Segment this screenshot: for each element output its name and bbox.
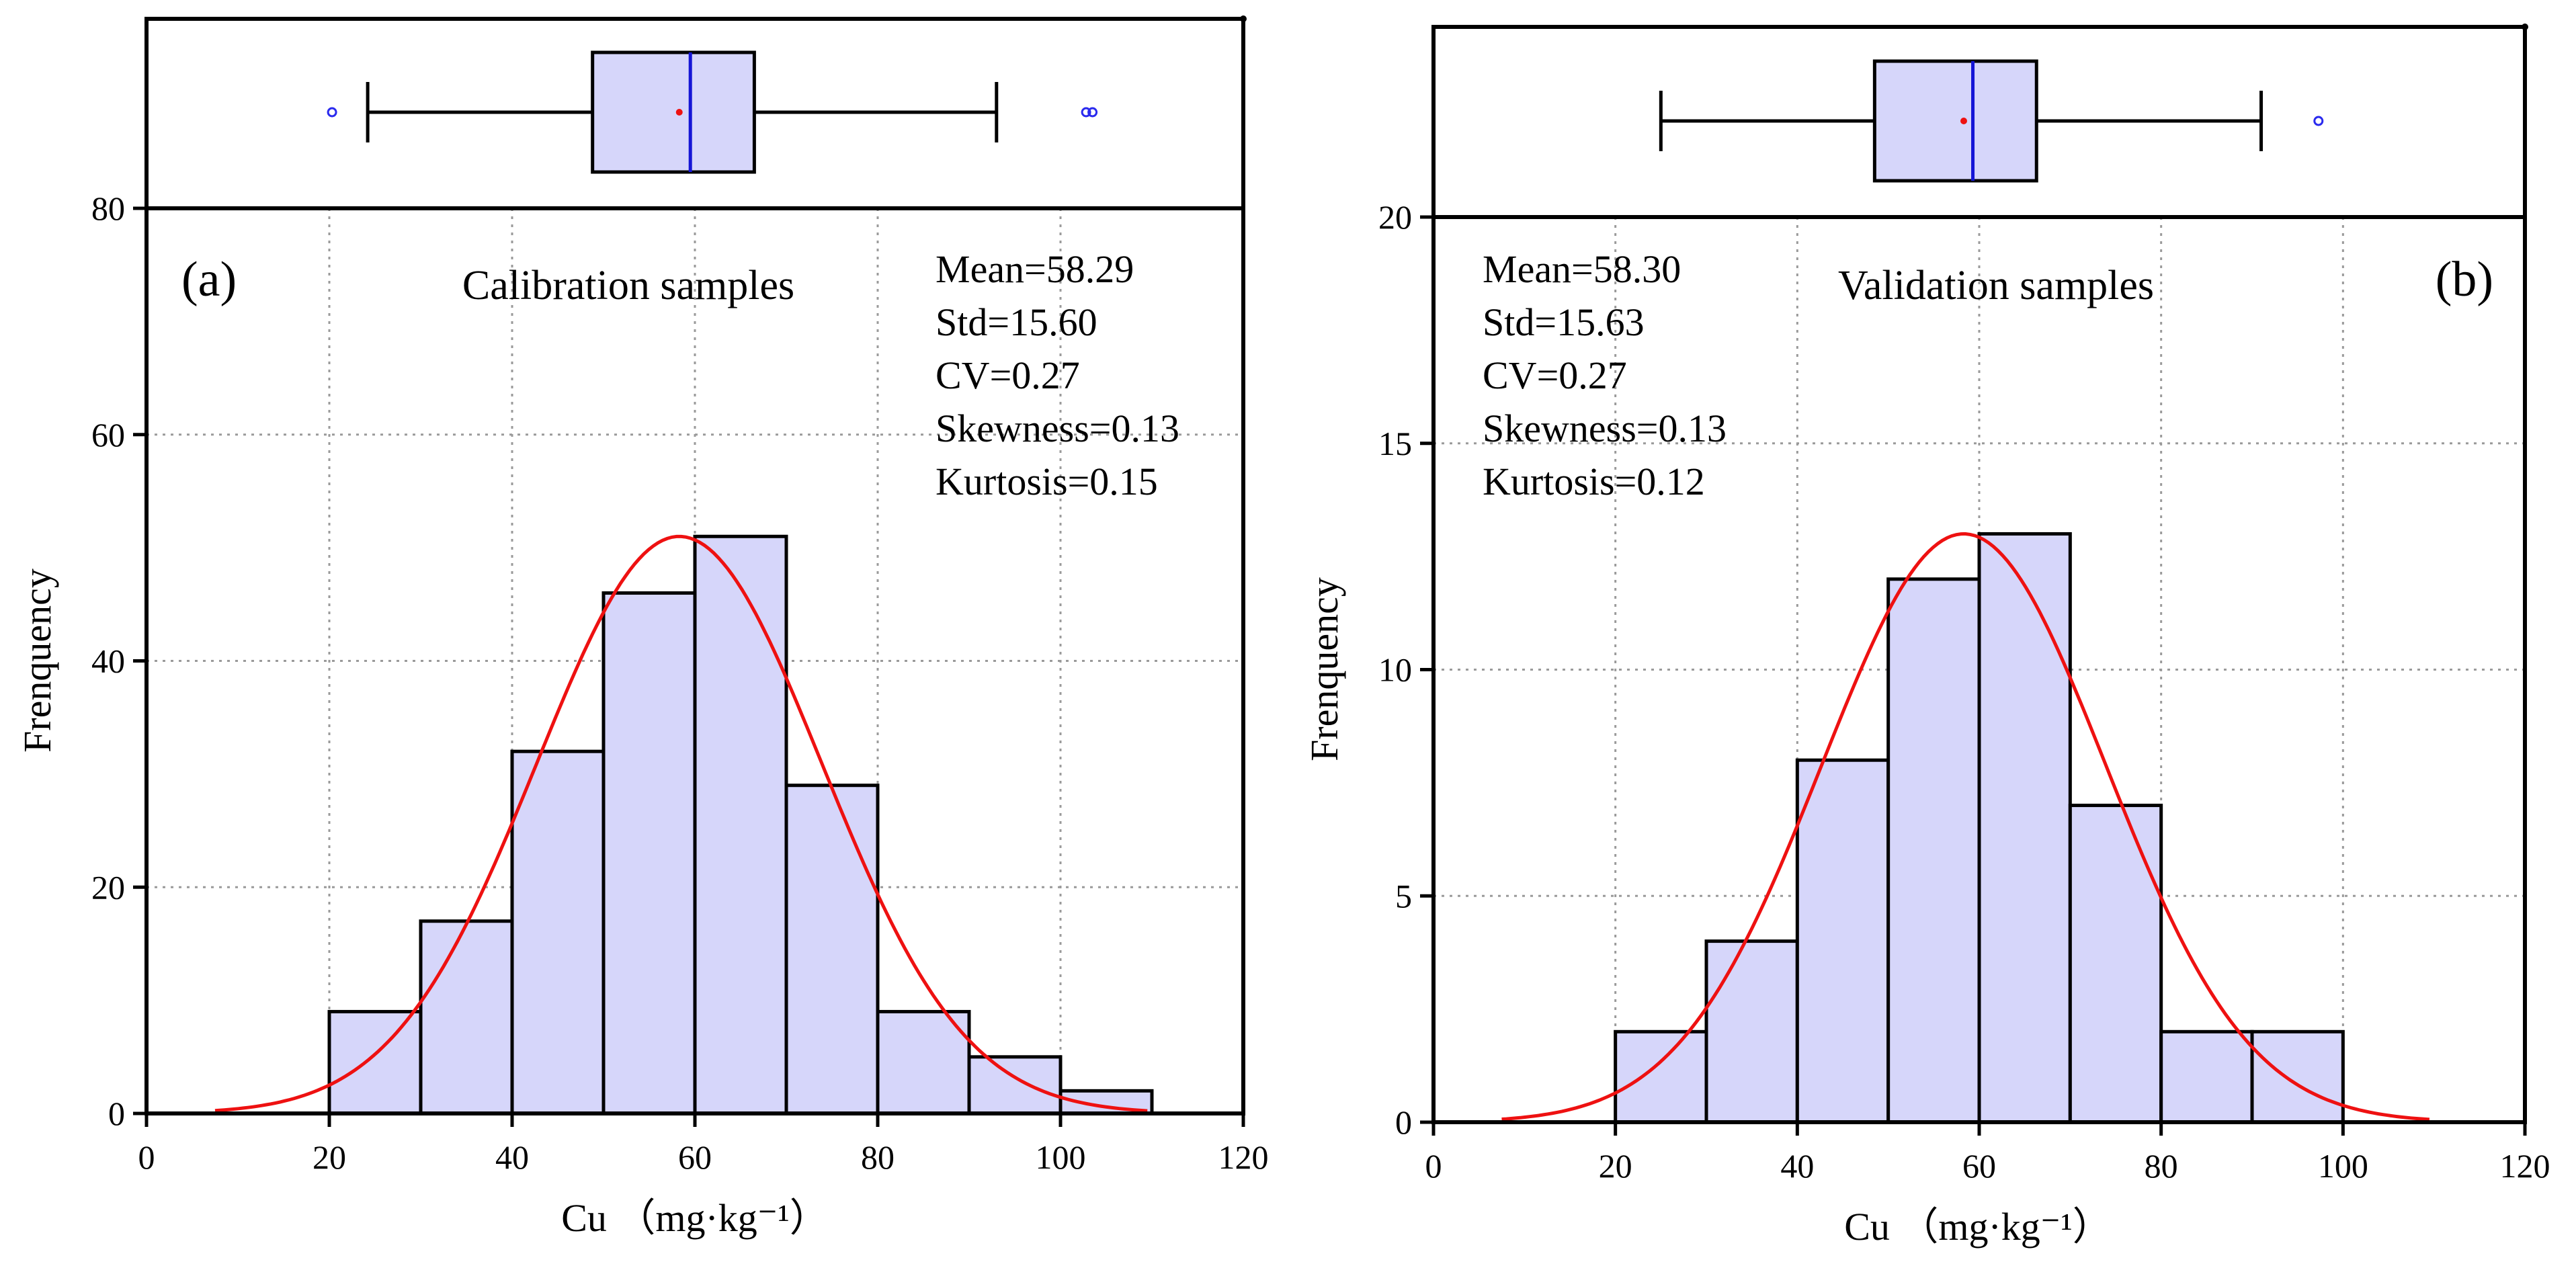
y-tick-label: 10 xyxy=(1378,651,1412,689)
y-axis-label: Frenquency xyxy=(1302,577,1346,761)
y-tick-label: 5 xyxy=(1395,877,1412,915)
histogram-bar xyxy=(601,591,697,1115)
x-axis-label: Cu （mg·kg⁻¹） xyxy=(1844,1205,2112,1249)
x-tick-label: 40 xyxy=(1780,1147,1814,1185)
histogram-bar xyxy=(693,534,788,1115)
stat-line: CV=0.27 xyxy=(936,353,1080,397)
normal-fit-curve xyxy=(1501,532,2430,1122)
stat-line: Std=15.63 xyxy=(1483,300,1645,344)
histogram-bar xyxy=(510,749,606,1115)
y-tick-label: 0 xyxy=(1395,1103,1412,1141)
y-tick-label: 20 xyxy=(1378,198,1412,236)
histogram-bar xyxy=(1886,577,1981,1124)
histogram-bar xyxy=(967,1055,1063,1115)
x-tick-label: 20 xyxy=(313,1138,346,1176)
boxplot-outlier xyxy=(2313,116,2324,126)
histogram-bar xyxy=(1704,939,1799,1124)
panel-b-validation: 0 20 40 60 80 100 120 0 5 10 15 20 Cu （mg·kg⁻¹） Frenq… xyxy=(1302,24,2550,1249)
boxplot-mean-point xyxy=(1960,118,1967,124)
y-tick-label: 0 xyxy=(108,1095,125,1132)
y-tick-label: 60 xyxy=(91,416,125,454)
x-tick-label: 20 xyxy=(1599,1147,1632,1185)
stat-line: Kurtosis=0.15 xyxy=(936,460,1158,503)
boxplot-frame xyxy=(144,17,1245,210)
boxplot-frame xyxy=(1431,25,2527,219)
stat-line: Std=15.60 xyxy=(936,300,1097,344)
stat-line: Mean=58.30 xyxy=(1483,247,1681,291)
x-tick-label: 100 xyxy=(2318,1147,2368,1185)
histogram-bar xyxy=(1614,1029,1708,1124)
histogram-bar xyxy=(327,1009,423,1115)
x-tick-label: 40 xyxy=(495,1138,529,1176)
boxplot-box xyxy=(1872,59,2038,183)
normal-fit-curve xyxy=(214,534,1148,1113)
stat-line: Kurtosis=0.12 xyxy=(1483,460,1705,503)
x-tick-label: 60 xyxy=(678,1138,712,1176)
x-tick-label: 0 xyxy=(1425,1147,1442,1185)
histogram-bar xyxy=(2068,804,2163,1124)
boxplot-outlier xyxy=(1081,107,1091,118)
stat-line: Mean=58.29 xyxy=(936,247,1134,291)
x-tick-label: 120 xyxy=(2500,1147,2550,1185)
x-tick-label: 60 xyxy=(1962,1147,1996,1185)
histogram-bar xyxy=(784,784,880,1115)
boxplot-outlier xyxy=(327,107,337,118)
histogram-bar xyxy=(1795,758,1891,1124)
x-axis-label: Cu （mg·kg⁻¹） xyxy=(561,1196,829,1240)
stat-line: Skewness=0.13 xyxy=(936,407,1179,450)
y-tick-label: 15 xyxy=(1378,425,1412,462)
stat-line: Skewness=0.13 xyxy=(1483,407,1727,450)
y-tick-label: 40 xyxy=(91,642,125,680)
boxplot-outlier xyxy=(1087,107,1098,118)
stat-line: CV=0.27 xyxy=(1483,353,1627,397)
x-tick-label: 80 xyxy=(2145,1147,2178,1185)
x-tick-label: 120 xyxy=(1218,1138,1269,1176)
histogram-bar xyxy=(2159,1029,2254,1124)
panel-title: Calibration samples xyxy=(462,263,794,308)
x-tick-label: 100 xyxy=(1036,1138,1086,1176)
histogram-bar xyxy=(876,1009,971,1115)
panel-title: Validation samples xyxy=(1838,263,2154,308)
boxplot-box xyxy=(591,50,756,174)
histogram-bar xyxy=(419,919,514,1115)
y-tick-label: 20 xyxy=(91,868,125,906)
y-axis-label: Frenquency xyxy=(15,568,59,753)
histogram-bar xyxy=(1977,532,2072,1124)
frame-corner-dot xyxy=(1240,15,1247,22)
panel-letter: (a) xyxy=(181,252,237,307)
frame-corner-dot xyxy=(2522,24,2528,30)
x-tick-label: 0 xyxy=(138,1138,155,1176)
y-tick-label: 80 xyxy=(91,189,125,227)
boxplot-mean-point xyxy=(675,109,683,116)
panel-a-calibration: 0 20 40 60 80 100 120 0 20 40 60 80 Cu （mg·kg⁻¹） Fren… xyxy=(15,15,1269,1240)
x-tick-label: 80 xyxy=(861,1138,895,1176)
panel-letter: (b) xyxy=(2436,252,2493,307)
histogram-bar xyxy=(2250,1029,2345,1124)
